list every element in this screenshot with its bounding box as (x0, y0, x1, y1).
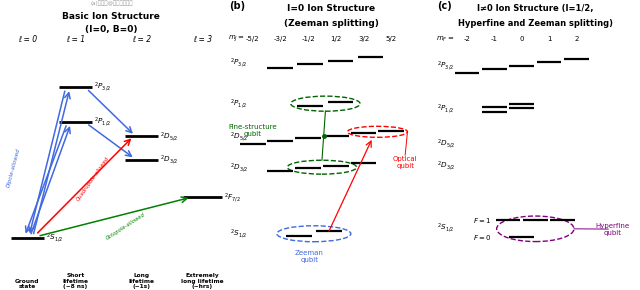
Text: (a)搜狐号@大先生工作室: (a)搜狐号@大先生工作室 (90, 1, 132, 6)
Text: $m_J =$: $m_J =$ (228, 34, 245, 44)
Text: ℓ = 3: ℓ = 3 (193, 35, 212, 44)
Text: -5/2: -5/2 (246, 36, 259, 42)
Text: $F = 0$: $F = 0$ (472, 233, 491, 242)
Text: Hyperfine and Zeeman splitting): Hyperfine and Zeeman splitting) (458, 19, 613, 28)
Text: Short
lifetime
(~8 ns): Short lifetime (~8 ns) (63, 273, 88, 289)
Text: -2: -2 (463, 36, 470, 42)
Text: Long
lifetime
(~1s): Long lifetime (~1s) (129, 273, 155, 289)
Text: $^2S_{1/2}$: $^2S_{1/2}$ (230, 227, 247, 240)
Text: I=0 Ion Structure: I=0 Ion Structure (287, 4, 375, 13)
Text: $^2D_{5/2}$: $^2D_{5/2}$ (230, 130, 248, 144)
Text: 2: 2 (574, 36, 579, 42)
Text: $^2D_{3/2}$: $^2D_{3/2}$ (230, 161, 248, 174)
Text: $^2P_{3/2}$: $^2P_{3/2}$ (438, 59, 455, 72)
Text: -1/2: -1/2 (301, 36, 315, 42)
Text: -1: -1 (491, 36, 498, 42)
Text: 1/2: 1/2 (330, 36, 342, 42)
Text: Hyperfine
qubit: Hyperfine qubit (596, 223, 630, 235)
Text: $^2D_{5/2}$: $^2D_{5/2}$ (161, 130, 179, 143)
Text: Extremely
long lifetime
(~hrs): Extremely long lifetime (~hrs) (181, 273, 223, 289)
Text: $^2P_{3/2}$: $^2P_{3/2}$ (230, 56, 247, 69)
Text: 3/2: 3/2 (358, 36, 369, 42)
Text: (Zeeman splitting): (Zeeman splitting) (284, 19, 379, 28)
Text: 1: 1 (547, 36, 551, 42)
Text: $^2F_{7/2}$: $^2F_{7/2}$ (224, 191, 241, 204)
Text: Optical
qubit: Optical qubit (393, 156, 417, 169)
Text: $^2P_{1/2}$: $^2P_{1/2}$ (94, 115, 111, 128)
Text: $^2S_{1/2}$: $^2S_{1/2}$ (438, 221, 455, 234)
Text: Octopole-allowed: Octopole-allowed (106, 212, 147, 241)
Text: (I=0, B=0): (I=0, B=0) (85, 25, 138, 34)
Text: Dipole-allowed: Dipole-allowed (6, 148, 21, 188)
Text: Zeeman
qubit: Zeeman qubit (295, 250, 324, 263)
Text: (b): (b) (230, 1, 246, 11)
Text: ℓ = 0: ℓ = 0 (18, 35, 37, 44)
Text: -3/2: -3/2 (273, 36, 287, 42)
Text: 0: 0 (520, 36, 524, 42)
Text: Basic Ion Structure: Basic Ion Structure (62, 12, 160, 21)
Text: ℓ = 2: ℓ = 2 (132, 35, 151, 44)
Text: Ground
state: Ground state (15, 279, 40, 289)
Text: ℓ = 1: ℓ = 1 (66, 35, 85, 44)
Text: $^2P_{1/2}$: $^2P_{1/2}$ (438, 102, 455, 115)
Text: $^2S_{1/2}$: $^2S_{1/2}$ (46, 231, 63, 244)
Text: 5/2: 5/2 (386, 36, 397, 42)
Text: Quadrupole-allowed: Quadrupole-allowed (76, 155, 110, 202)
Text: $^2D_{3/2}$: $^2D_{3/2}$ (161, 153, 179, 166)
Text: $^2D_{3/2}$: $^2D_{3/2}$ (438, 159, 456, 172)
Text: $^2P_{3/2}$: $^2P_{3/2}$ (94, 81, 111, 93)
Text: $m_F =$: $m_F =$ (436, 35, 454, 44)
Text: $^2D_{5/2}$: $^2D_{5/2}$ (438, 137, 456, 150)
Text: I≠0 Ion Structure (I=1/2,: I≠0 Ion Structure (I=1/2, (477, 4, 593, 13)
Text: $^2P_{1/2}$: $^2P_{1/2}$ (230, 97, 247, 110)
Text: (c): (c) (438, 1, 452, 11)
Text: Fine-structure
qubit: Fine-structure qubit (228, 124, 277, 137)
Text: $F = 1$: $F = 1$ (472, 216, 491, 225)
